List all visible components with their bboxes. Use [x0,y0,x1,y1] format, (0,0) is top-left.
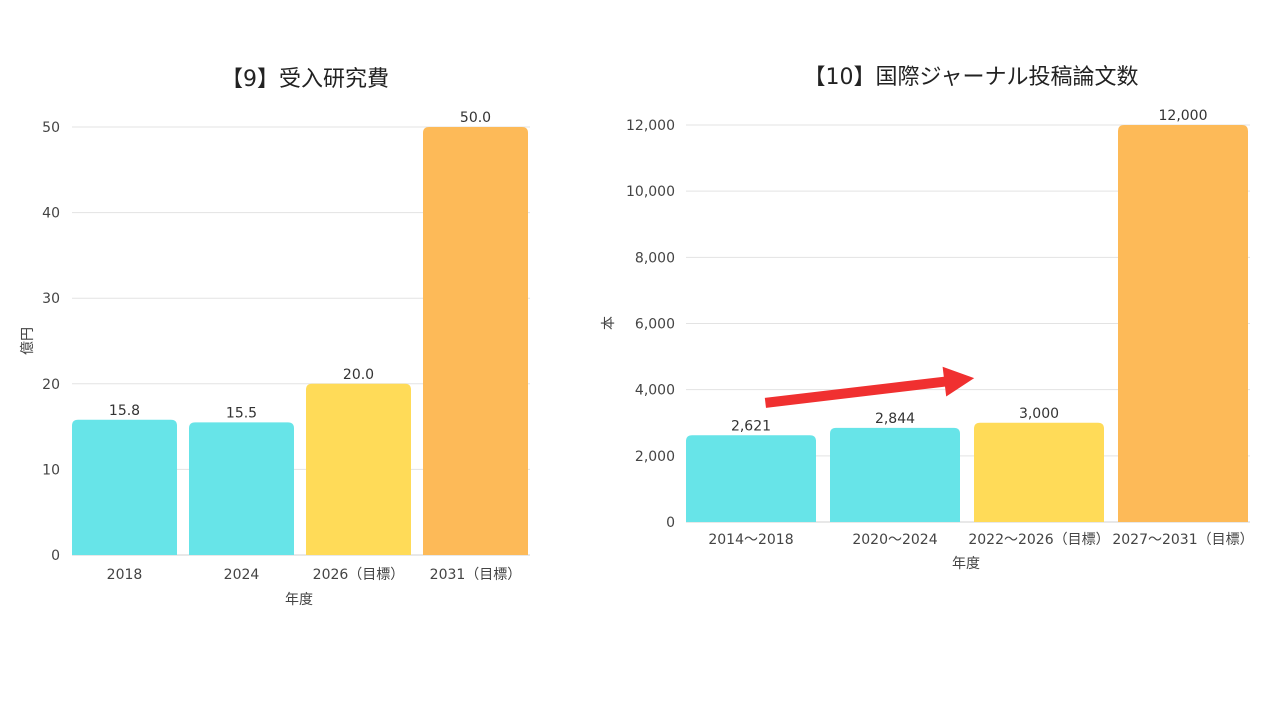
bar [974,422,1104,522]
y-tick-label: 0 [51,548,60,564]
x-tick-label: 2020～2024 [852,532,937,548]
y-axis-label: 本 [601,316,617,330]
bar [72,419,177,555]
x-tick-label: 2026（目標） [313,567,405,583]
y-tick-label: 10,000 [626,184,675,200]
y-tick-label: 4,000 [635,383,675,399]
trend-arrow-icon [764,366,975,408]
data-label: 2,621 [731,418,771,434]
x-tick-label: 2018 [107,567,143,583]
bar [189,422,294,555]
x-axis-label: 年度 [952,556,980,572]
x-tick-label: 2024 [224,567,260,583]
y-tick-label: 10 [42,462,60,478]
y-tick-label: 2,000 [635,449,675,465]
data-label: 50.0 [460,110,491,126]
data-label: 20.0 [343,367,374,383]
data-label: 2,844 [875,411,915,427]
y-tick-label: 12,000 [626,118,675,134]
bar [686,435,816,522]
data-label: 12,000 [1159,108,1208,124]
y-tick-label: 50 [42,120,60,136]
bar [423,127,528,555]
data-label: 3,000 [1019,406,1059,422]
x-tick-label: 2027～2031（目標） [1112,532,1253,548]
bar [830,427,960,522]
chart-title: 【10】国際ジャーナル投稿論文数 [804,65,1139,90]
chart-title: 【9】受入研究費 [221,67,389,92]
y-axis-label: 億円 [20,327,36,355]
x-axis-label: 年度 [285,592,313,608]
y-tick-label: 40 [42,206,60,222]
x-tick-label: 2031（目標） [430,567,522,583]
y-tick-label: 20 [42,377,60,393]
x-tick-label: 2014～2018 [708,532,793,548]
chart-1: 【9】受入研究費 0 10 20 30 40 50 15.8 2018 15.5 2024 20.0 2… [20,67,530,608]
bar [1118,125,1248,522]
data-label: 15.5 [226,405,257,421]
y-tick-label: 0 [666,515,675,531]
y-tick-label: 6,000 [635,317,675,333]
y-tick-label: 8,000 [635,250,675,266]
bar [306,383,411,555]
chart-2: 【10】国際ジャーナル投稿論文数 0 2,000 4,000 6,000 8,000 10,… [601,65,1254,572]
y-tick-label: 30 [42,291,60,307]
x-tick-label: 2022～2026（目標） [968,532,1109,548]
data-label: 15.8 [109,403,140,419]
